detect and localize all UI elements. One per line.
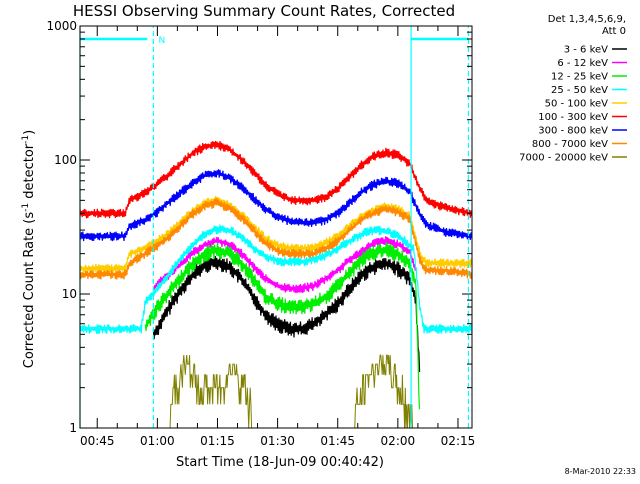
y-axis-label-exp1: -1 bbox=[21, 203, 31, 212]
y-tick-label: 100 bbox=[54, 153, 77, 167]
y-axis-label-mid: detector bbox=[22, 143, 37, 203]
footer-date: 8-Mar-2010 22:33 bbox=[565, 467, 636, 476]
y-axis-label-end: ) bbox=[22, 130, 37, 135]
legend-entry-label: 50 - 100 keV bbox=[545, 99, 609, 110]
series-line bbox=[152, 236, 416, 294]
x-tick-label: 01:15 bbox=[200, 434, 235, 448]
annotation-label: N bbox=[159, 36, 166, 46]
x-tick-label: 00:45 bbox=[80, 434, 115, 448]
legend-entry-label: 100 - 300 keV bbox=[538, 112, 608, 123]
legend-title: Att 0 bbox=[602, 26, 626, 37]
y-axis-label-exp2: -1 bbox=[21, 135, 31, 144]
series-group bbox=[152, 255, 421, 373]
legend-entry-label: 12 - 25 keV bbox=[551, 72, 608, 83]
plot-area: N 1 10 100 1000 00:45 01:00 01:15 01:30 01:45 02:0… bbox=[46, 19, 475, 448]
series-line bbox=[79, 198, 473, 280]
legend-entry-label: 25 - 50 keV bbox=[551, 85, 608, 96]
x-axis-label: Start Time (18-Jun-09 00:40:42) bbox=[176, 455, 384, 470]
series-group bbox=[152, 236, 416, 294]
series-group bbox=[79, 169, 473, 242]
series-line bbox=[79, 140, 473, 219]
y-tick-label: 10 bbox=[62, 287, 77, 301]
legend-entry-label: 3 - 6 keV bbox=[564, 45, 608, 56]
x-tick-label: 01:45 bbox=[320, 434, 355, 448]
x-tick-label: 02:15 bbox=[441, 434, 476, 448]
y-axis-label-main: Corrected Count Rate (s bbox=[22, 212, 37, 369]
legend-entry-label: 800 - 7000 keV bbox=[532, 139, 608, 150]
series-line bbox=[169, 354, 414, 429]
legend: Det 1,3,4,5,6,9,Att 0 3 - 6 keV 6 - 12 keV… bbox=[519, 14, 627, 164]
legend-title: Det 1,3,4,5,6,9, bbox=[548, 14, 626, 25]
x-tick-label: 02:00 bbox=[381, 434, 416, 448]
legend-entry-label: 6 - 12 keV bbox=[557, 58, 608, 69]
x-tick-label: 01:00 bbox=[140, 434, 175, 448]
chart-title: HESSI Observing Summary Count Rates, Cor… bbox=[73, 2, 455, 20]
series-group bbox=[79, 140, 473, 219]
series-line bbox=[152, 255, 421, 373]
series-group bbox=[79, 224, 473, 334]
series-group bbox=[144, 242, 421, 410]
y-tick-label: 1 bbox=[69, 421, 77, 435]
series-group bbox=[79, 198, 473, 280]
y-tick-label: 1000 bbox=[46, 19, 77, 33]
series-line bbox=[79, 169, 473, 242]
axes-frame bbox=[79, 25, 473, 429]
y-axis-label: Corrected Count Rate (s-1 detector-1) bbox=[21, 130, 37, 368]
x-tick-label: 01:30 bbox=[260, 434, 295, 448]
series-line bbox=[79, 224, 473, 334]
series-group bbox=[169, 354, 414, 429]
legend-entry-label: 300 - 800 keV bbox=[538, 126, 608, 137]
legend-entry-label: 7000 - 20000 keV bbox=[519, 153, 608, 164]
series-line bbox=[144, 242, 421, 410]
